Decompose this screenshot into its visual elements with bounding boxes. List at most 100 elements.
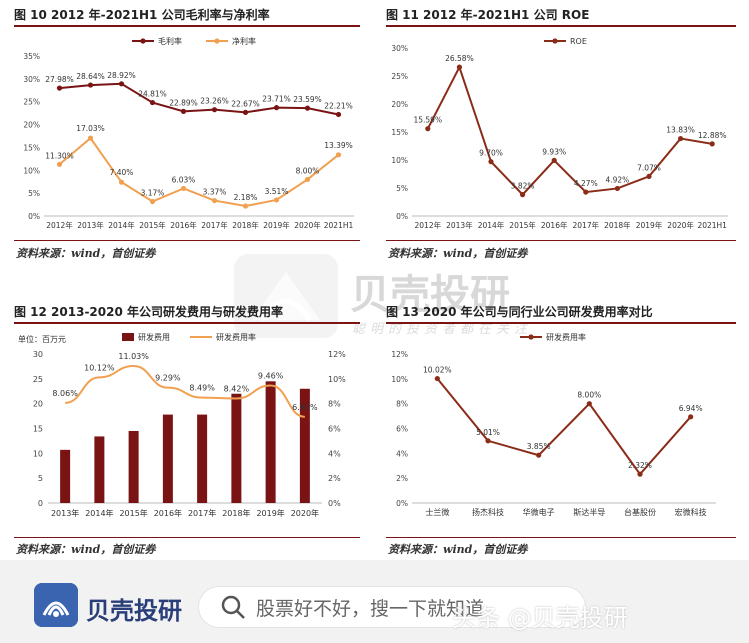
fig12-bar xyxy=(197,414,208,503)
fig12-bar xyxy=(299,388,310,503)
fig10-y-tick: 5% xyxy=(28,189,40,198)
fig12-data-label: 9.29% xyxy=(155,374,181,383)
search-placeholder[interactable]: 股票好不好，搜一下就知道 xyxy=(256,598,485,620)
search-icon[interactable] xyxy=(220,594,246,620)
fig11-point xyxy=(583,189,589,195)
fig10-point xyxy=(242,109,249,115)
fig12-legend-swatch xyxy=(122,333,134,341)
fig11-point xyxy=(456,64,462,70)
fig11-data-label: 4.27% xyxy=(574,179,598,188)
fig10-point xyxy=(56,85,63,91)
fig13-y-tick: 6% xyxy=(396,425,408,434)
fig13-x-tick: 士兰微 xyxy=(425,507,449,517)
fig12-bar xyxy=(94,436,105,503)
fig12-x-tick: 2018年 xyxy=(222,508,250,518)
fig13-legend-label: 研发费用率 xyxy=(546,332,586,342)
fig12-y-tick-left: 0 xyxy=(38,499,43,508)
fig11-x-tick: 2013年 xyxy=(446,220,473,230)
fig11-chart: ROE 0% 5% 10% 15% 20% 25% 30% 2012年 2013年 2014年 201… xyxy=(391,37,728,230)
fig12-data-label: 8.49% xyxy=(189,384,215,393)
watermark-slogan: 聪明的投资者都在关注 xyxy=(352,322,533,337)
fig12-y-tick-left: 15 xyxy=(33,425,43,434)
fig12-legend-label: 研发费用 xyxy=(138,332,170,342)
fig10-data-label: 23.26% xyxy=(200,97,229,106)
fig11-source-rule xyxy=(386,240,736,241)
fig12-y-tick-left: 10 xyxy=(33,449,43,458)
fig10-point xyxy=(211,107,218,113)
fig13-y-tick: 10% xyxy=(391,375,408,384)
fig10-title-rule xyxy=(14,25,360,27)
brand-name[interactable]: 贝壳投研 xyxy=(86,597,182,625)
fig11-y-tick: 30% xyxy=(391,44,408,53)
fig10-x-tick: 2012年 xyxy=(46,220,73,230)
fig10-x-tick: 2018年 xyxy=(232,220,259,230)
fig12-bar xyxy=(162,414,173,503)
fig10-data-label: 24.81% xyxy=(138,90,167,99)
fig12-y-tick-right: 8% xyxy=(328,400,341,409)
fig11-data-label: 9.70% xyxy=(479,149,503,158)
fig11-y-tick: 5% xyxy=(396,184,408,193)
fig12-data-label: 6.94% xyxy=(292,403,318,412)
fig13-point xyxy=(485,438,491,444)
fig13-y-tick: 4% xyxy=(396,449,408,458)
fig11-point xyxy=(425,126,431,132)
fig10-point xyxy=(149,198,156,205)
fig11-legend-label: ROE xyxy=(570,37,587,46)
brand-logo-icon[interactable] xyxy=(34,583,78,627)
fig12-x-tick: 2013年 xyxy=(51,508,79,518)
fig11-data-label: 12.88% xyxy=(698,131,727,140)
fig12-y-tick-left: 25 xyxy=(33,375,43,384)
fig11-x-tick: 2021H1 xyxy=(697,221,727,230)
fig11-point xyxy=(614,185,620,192)
search-input[interactable] xyxy=(198,586,586,628)
fig10-data-label: 8.00% xyxy=(296,166,320,175)
watermark-name: 贝壳投研 xyxy=(350,272,510,318)
fig12-data-label: 11.03% xyxy=(118,352,149,361)
fig12-bar xyxy=(60,449,71,503)
fig10-data-label: 6.03% xyxy=(172,175,196,184)
fig12-bar xyxy=(265,381,276,503)
fig13-x-tick: 台基股份 xyxy=(624,507,656,517)
fig13-point xyxy=(536,452,542,458)
fig10-data-label: 23.59% xyxy=(293,95,322,104)
fig10-data-label: 27.98% xyxy=(45,75,74,84)
fig11-point xyxy=(551,157,557,163)
fig12-bar xyxy=(231,393,242,503)
fig10-x-tick: 2017年 xyxy=(201,220,228,230)
fig12-x-tick: 2017年 xyxy=(188,508,216,518)
fig10-data-label: 22.21% xyxy=(324,101,353,110)
fig10-x-tick: 2014年 xyxy=(108,220,135,230)
fig10-x-tick: 2016年 xyxy=(170,220,197,230)
fig12-x-tick: 2019年 xyxy=(256,508,284,518)
fig12-y-tick-left: 5 xyxy=(38,474,43,483)
fig13-y-tick: 2% xyxy=(396,474,408,483)
fig12-source: 资料来源：wind，首创证券 xyxy=(16,543,156,556)
fig10-point xyxy=(304,176,311,183)
fig13-y-tick: 8% xyxy=(396,400,408,409)
fig12-title: 图 12 2013-2020 年公司研发费用与研发费用率 xyxy=(14,305,284,319)
fig10-data-label: 3.51% xyxy=(265,187,289,196)
fig11-y-tick: 15% xyxy=(391,128,408,137)
fig12-y-tick-right: 0% xyxy=(328,499,341,508)
fig10-point xyxy=(87,135,94,141)
fig10-point xyxy=(149,99,156,106)
fig10-y-tick: 10% xyxy=(23,166,40,175)
fig10-y-tick: 0% xyxy=(28,212,40,221)
fig10-data-label: 23.71% xyxy=(262,95,291,104)
fig13-x-tick: 宏微科技 xyxy=(675,507,707,517)
fig13-title-rule xyxy=(386,322,736,324)
fig12-title-rule xyxy=(14,322,360,324)
fig11-point xyxy=(709,141,715,147)
fig10-x-tick: 2021H1 xyxy=(324,221,354,230)
fig10-point xyxy=(273,105,280,111)
fig10-point xyxy=(211,197,218,204)
fig10-data-label: 13.39% xyxy=(324,141,353,150)
fig12-data-label: 9.46% xyxy=(258,372,284,381)
fig12-y-tick-left: 20 xyxy=(33,400,43,409)
fig11-x-tick: 2012年 xyxy=(415,220,442,230)
fig13-data-label: 3.85% xyxy=(527,442,551,451)
fig13-point xyxy=(434,375,440,382)
fig10-data-label: 3.17% xyxy=(141,189,165,198)
fig13-y-tick: 12% xyxy=(391,350,408,359)
fig12-y-tick-right: 2% xyxy=(328,474,341,483)
